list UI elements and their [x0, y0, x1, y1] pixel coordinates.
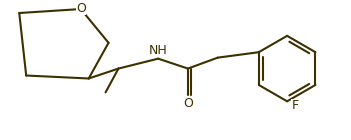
- Text: O: O: [76, 2, 86, 15]
- Text: NH: NH: [149, 44, 167, 57]
- Text: O: O: [183, 97, 193, 110]
- Text: F: F: [291, 99, 299, 112]
